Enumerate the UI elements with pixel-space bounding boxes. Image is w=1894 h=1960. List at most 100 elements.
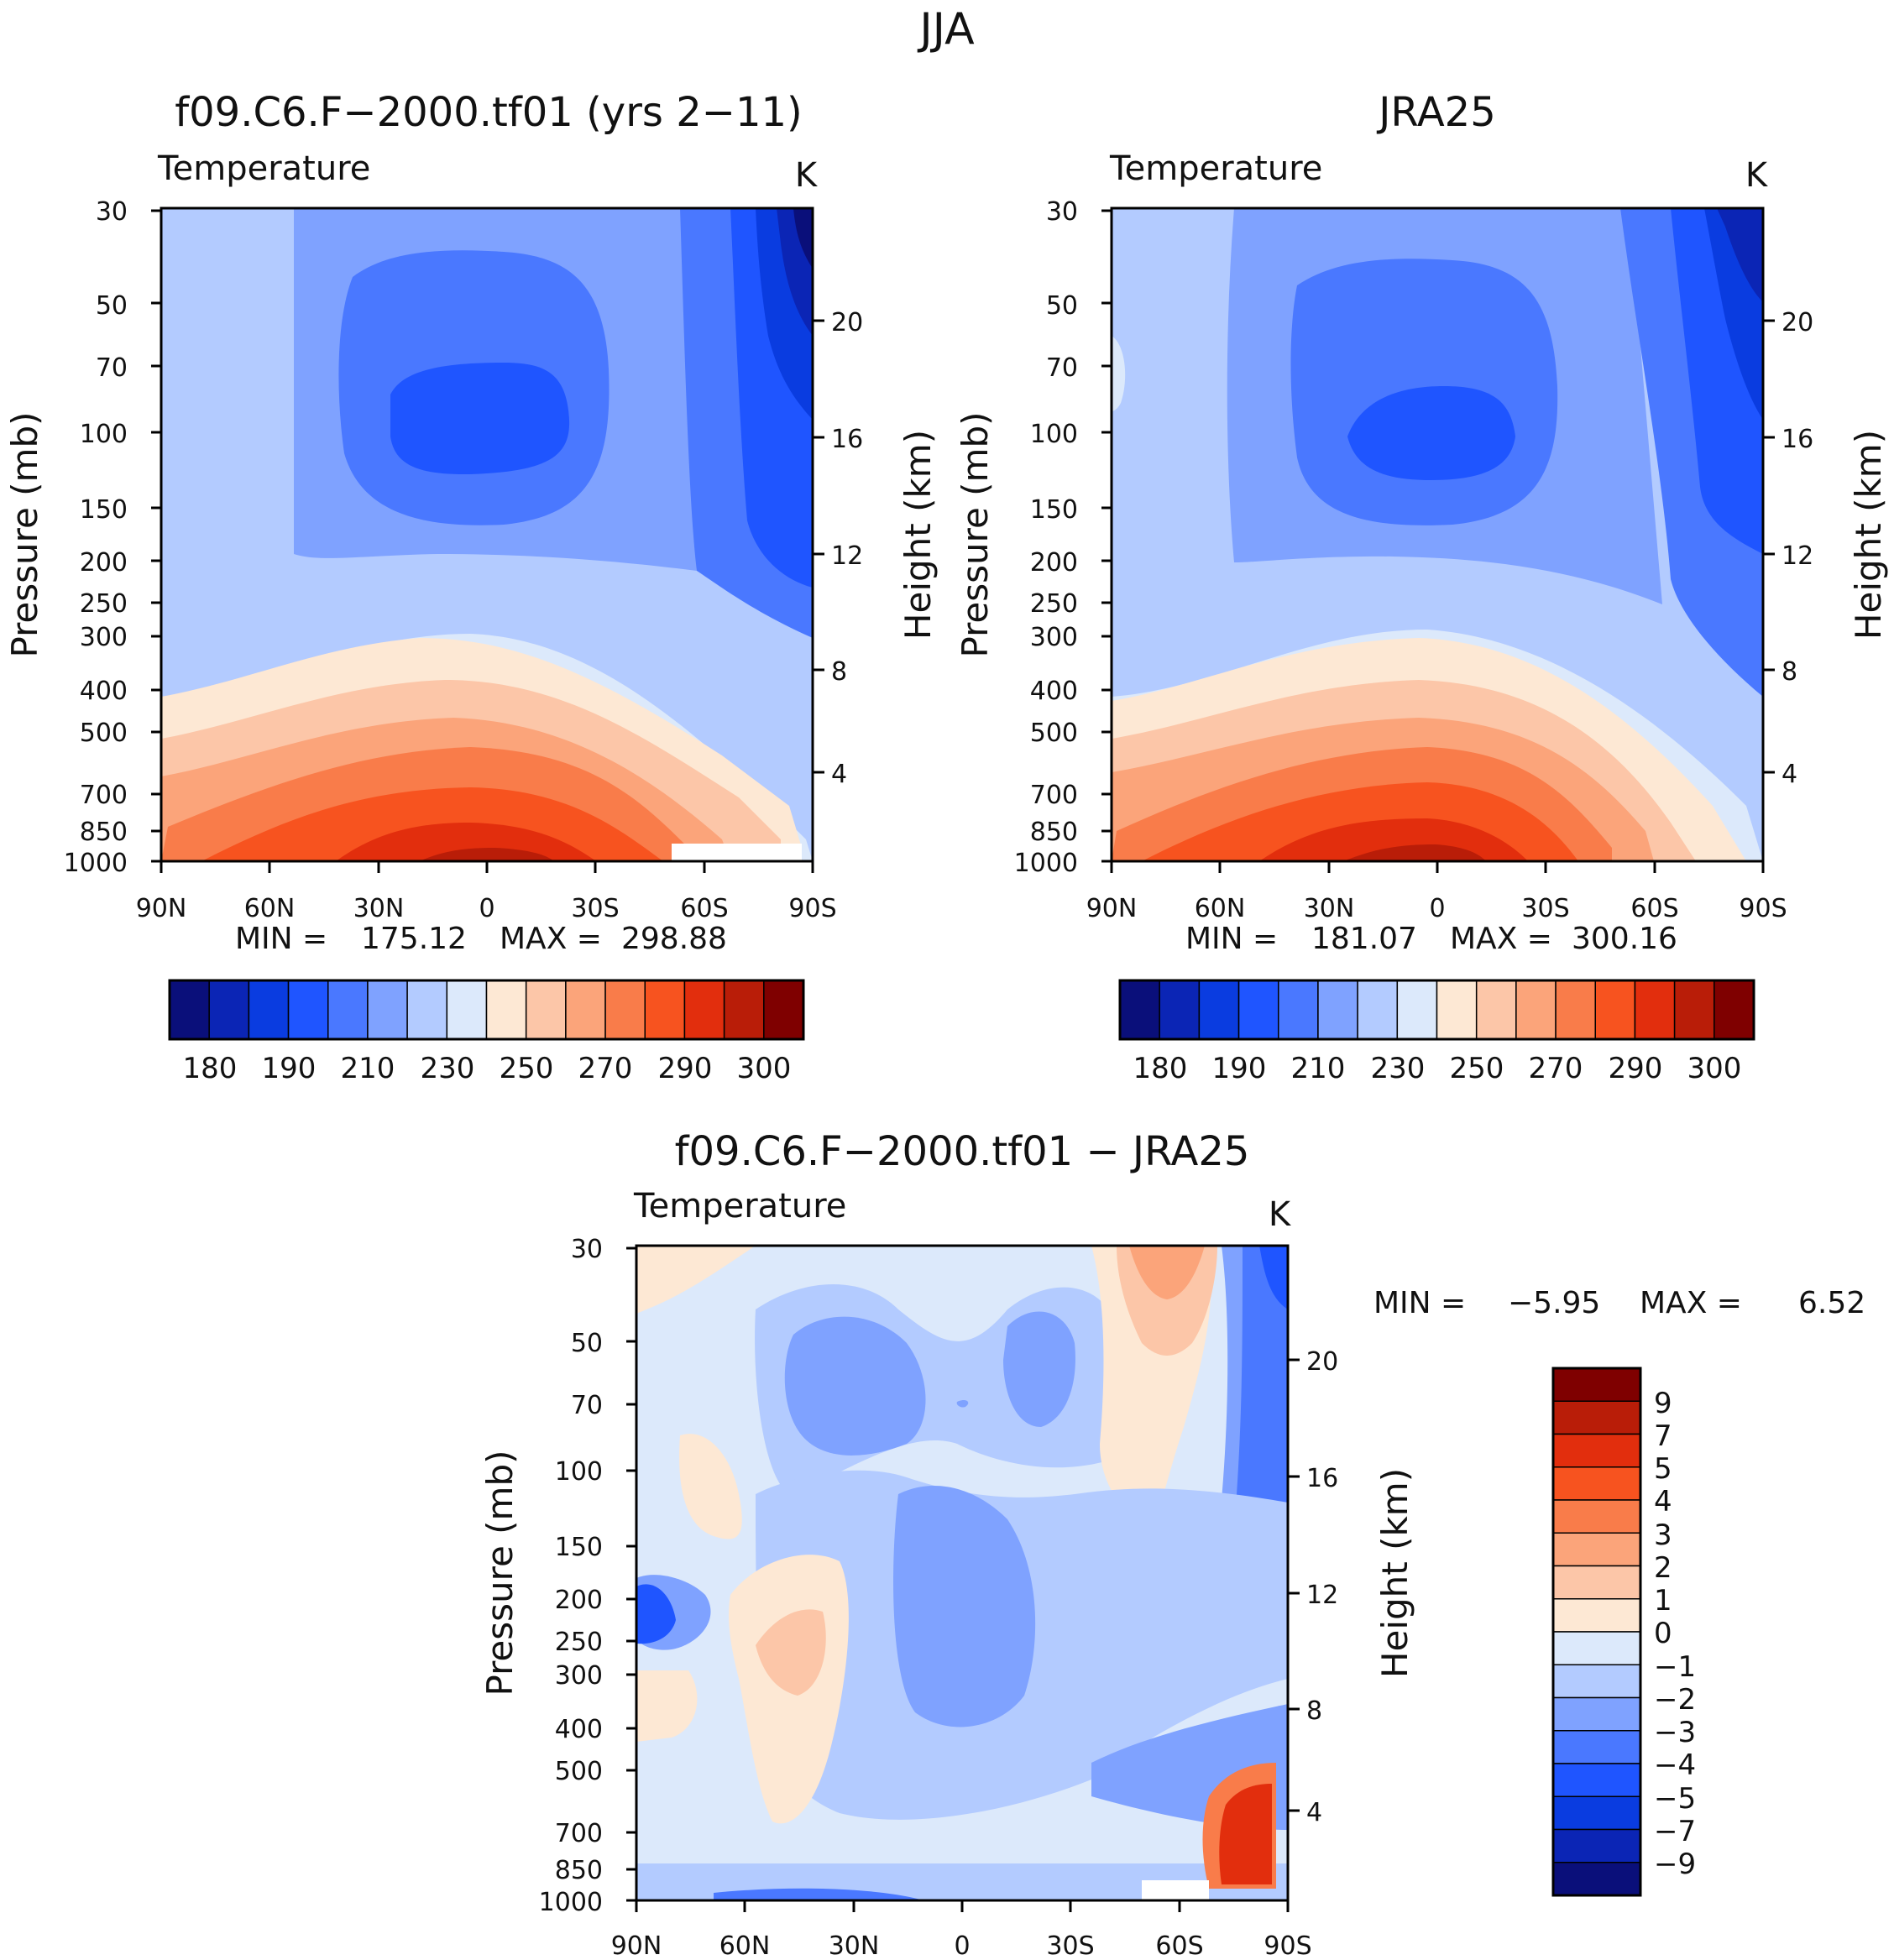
y-tick-label: 1000 <box>1014 849 1078 878</box>
figure-season-title: JJA <box>917 4 975 55</box>
panel-diff-plot <box>635 1244 1290 1902</box>
y-tick-label: 500 <box>80 719 128 748</box>
colorbar-swatch <box>446 980 488 1040</box>
max-label: MAX = <box>1640 1286 1742 1320</box>
colorbar-swatch <box>169 980 210 1040</box>
y-tick-label: 70 <box>1046 353 1078 383</box>
x-tick-label: 60N <box>1195 894 1246 923</box>
colorbar-label: −2 <box>1654 1683 1696 1717</box>
panel-diff-stats: MIN = −5.95 MAX = 6.52 <box>1373 1286 1865 1320</box>
colorbar-label: 0 <box>1654 1617 1672 1650</box>
panel-model-ylabel: Pressure (mb) <box>4 411 45 657</box>
y-tick-label: 100 <box>555 1457 603 1487</box>
panel-obs-ylabel-right: Height (km) <box>1848 430 1889 640</box>
colorbar-label: 300 <box>737 1052 792 1085</box>
colorbar-swatch <box>1552 1795 1641 1831</box>
right-tick-label: 16 <box>1306 1464 1338 1493</box>
right-tick-label: 20 <box>1782 308 1813 337</box>
colorbar-label: −3 <box>1654 1716 1696 1749</box>
colorbar-swatch <box>1552 1466 1641 1501</box>
y-tick-label: 150 <box>1030 495 1078 525</box>
right-tick-label: 12 <box>1306 1581 1338 1610</box>
colorbar-label: 270 <box>578 1052 633 1085</box>
colorbar-swatch <box>723 980 765 1040</box>
colorbar-swatch <box>683 980 725 1040</box>
right-tick-label: 8 <box>1306 1696 1322 1726</box>
colorbar-swatch <box>367 980 408 1040</box>
colorbar-label: 5 <box>1654 1452 1672 1486</box>
colorbar-swatch <box>763 980 804 1040</box>
colorbar-swatch <box>1552 1433 1641 1468</box>
panel-model-x-axis: 90N 60N 30N 0 30S 60S 90S <box>136 861 837 923</box>
colorbar-label: 250 <box>500 1052 554 1085</box>
colorbar-swatch <box>1552 1367 1641 1402</box>
x-tick-label: 90S <box>1264 1931 1311 1960</box>
right-tick-label: 8 <box>831 657 847 687</box>
colorbar-label: −5 <box>1654 1782 1696 1816</box>
colorbar-border <box>1551 1367 1642 1897</box>
panel-model-variable: Temperature <box>157 149 370 188</box>
colorbar-label: 1 <box>1654 1584 1672 1618</box>
panel-diff-title: f09.C6.F−2000.tf01 − JRA25 <box>675 1128 1250 1175</box>
colorbar-swatch <box>485 980 527 1040</box>
colorbar-label: 300 <box>1687 1052 1742 1085</box>
colorbar-label: −1 <box>1654 1650 1696 1684</box>
right-tick-label: 12 <box>1782 541 1813 571</box>
colorbar-swatch <box>604 980 646 1040</box>
x-tick-label: 30S <box>571 894 619 923</box>
y-tick-label: 850 <box>80 818 128 847</box>
x-tick-label: 90S <box>788 894 836 923</box>
colorbar-label: 290 <box>658 1052 713 1085</box>
right-tick-label: 16 <box>1782 425 1813 454</box>
colorbar-label: −9 <box>1654 1848 1696 1881</box>
y-tick-label: 100 <box>80 420 128 449</box>
panel-model-colorbar: 180 190 210 230 250 270 290 300 <box>168 979 805 1085</box>
panel-diff-colorbar: 9 7 5 4 3 2 1 0 −1 −2 −3 −4 −5 −7 −9 <box>1551 1367 1696 1897</box>
colorbar-swatch <box>1555 980 1596 1040</box>
colorbar-swatch <box>1552 1400 1641 1435</box>
max-value: 300.16 <box>1572 922 1677 956</box>
panel-obs-ylabel: Pressure (mb) <box>955 411 996 657</box>
colorbar-swatch <box>1634 980 1676 1040</box>
max-label: MAX = <box>500 922 602 956</box>
y-tick-label: 700 <box>555 1819 603 1848</box>
y-tick-label: 400 <box>1030 677 1078 706</box>
x-tick-label: 90N <box>611 1931 662 1960</box>
colorbar-swatch <box>1237 980 1279 1040</box>
colorbar-label: 180 <box>1133 1052 1188 1085</box>
y-tick-label: 150 <box>555 1533 603 1562</box>
max-value: 298.88 <box>621 922 727 956</box>
colorbar-label: 190 <box>262 1052 317 1085</box>
panel-obs-variable: Temperature <box>1109 149 1322 188</box>
colorbar-swatch <box>525 980 567 1040</box>
colorbar-swatch <box>1552 1664 1641 1699</box>
colorbar-swatch <box>1552 1828 1641 1863</box>
x-tick-label: 30N <box>353 894 405 923</box>
y-tick-label: 50 <box>1046 291 1078 321</box>
colorbar-label: 9 <box>1654 1387 1672 1420</box>
panel-obs-stats: MIN = 181.07 MAX = 300.16 <box>1185 922 1677 956</box>
colorbar-swatch <box>1515 980 1557 1040</box>
panel-obs-units: K <box>1745 156 1769 195</box>
y-tick-label: 700 <box>80 781 128 810</box>
panel-obs: JRA25 Temperature K 30 50 70 <box>955 89 1889 1085</box>
panel-obs-title: JRA25 <box>1376 89 1495 136</box>
x-tick-label: 60S <box>1155 1931 1203 1960</box>
min-label: MIN = <box>1185 922 1278 956</box>
x-tick-label: 0 <box>1429 894 1445 923</box>
colorbar-swatch <box>1552 1631 1641 1665</box>
y-tick-label: 250 <box>555 1628 603 1657</box>
panel-model-units: K <box>795 156 819 195</box>
colorbar-border <box>168 979 805 1041</box>
panel-model: f09.C6.F−2000.tf01 (yrs 2−11) Temperatur… <box>4 89 939 1085</box>
panel-obs-plot <box>1110 206 1765 863</box>
y-tick-label: 1000 <box>64 849 128 878</box>
colorbar-swatch <box>565 980 606 1040</box>
x-tick-label: 90N <box>136 894 187 923</box>
max-value: 6.52 <box>1798 1286 1865 1320</box>
panel-diff-x-axis: 90N 60N 30N 0 30S 60S 90S <box>611 1900 1312 1960</box>
x-tick-label: 30N <box>1304 894 1355 923</box>
x-tick-label: 30S <box>1046 1931 1094 1960</box>
panel-model-left-axis: 30 50 70 100 150 200 250 300 400 500 700… <box>4 197 161 878</box>
